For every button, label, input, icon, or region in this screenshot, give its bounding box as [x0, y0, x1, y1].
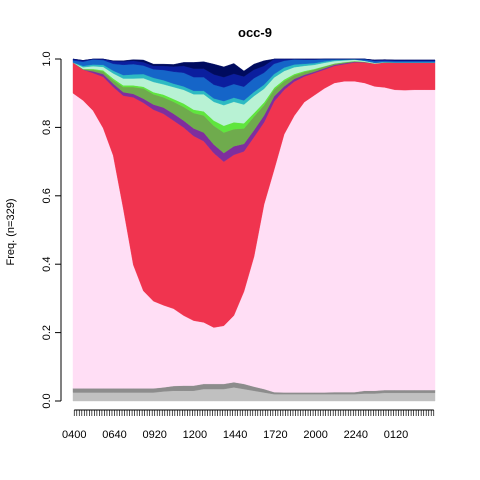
y-axis-label: Freq. (n=329)	[5, 199, 17, 266]
series-area-11	[72, 58, 435, 78]
y-tick-label: 0.4	[41, 257, 53, 272]
chart-title: occ-9	[238, 25, 272, 40]
y-tick-label: 0.0	[41, 393, 53, 408]
x-tick-label: 0120	[384, 429, 408, 441]
y-tick-label: 0.2	[41, 325, 53, 340]
x-axis: 0400 0640 0920 1200 1440 1720 2000 2240 0120	[62, 409, 435, 441]
x-tick-label: 2240	[344, 429, 368, 441]
x-tick-label: 1440	[223, 429, 247, 441]
x-tick-label: 1720	[263, 429, 287, 441]
x-tick-label: 0640	[102, 429, 126, 441]
x-tick-label: 2000	[303, 429, 327, 441]
y-tick-label: 0.8	[41, 120, 53, 135]
plot-area	[72, 58, 436, 402]
x-tick-label: 0400	[62, 429, 86, 441]
x-tick-label: 0920	[142, 429, 166, 441]
x-tick-label: 1200	[183, 429, 207, 441]
y-axis: 0.0 0.2 0.4 0.6 0.8 1.0	[41, 51, 62, 409]
y-tick-label: 0.6	[41, 188, 53, 203]
y-tick-label: 1.0	[41, 51, 53, 66]
